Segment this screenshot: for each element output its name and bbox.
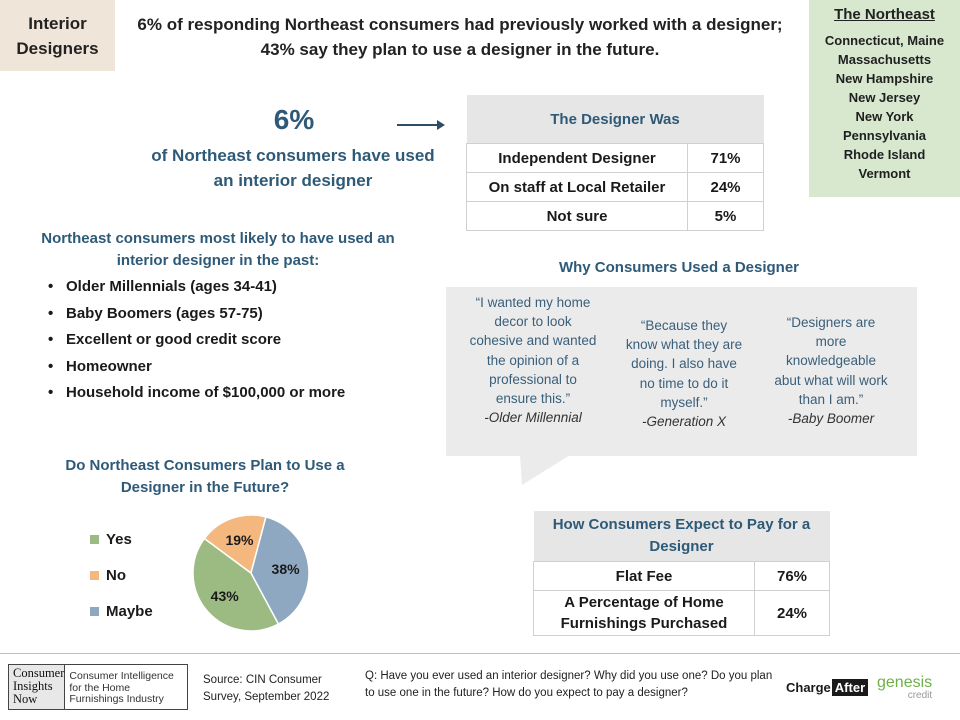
pie-data-label: 38% xyxy=(272,561,301,577)
region-state: Pennsylvania xyxy=(842,128,927,143)
quote-3: “Designers are more knowledgeable abut w… xyxy=(772,313,890,428)
legend-swatch xyxy=(90,570,99,580)
region-state: Vermont xyxy=(858,166,911,181)
list-item: • Older Millennials (ages 34-41) xyxy=(48,274,345,301)
table-cell-label: Not sure xyxy=(466,201,688,231)
pie-data-label: 43% xyxy=(211,588,240,604)
bullet-icon: • xyxy=(48,384,54,401)
legend-swatch xyxy=(90,534,99,544)
pay-table: How Consumers Expect to Pay for a Design… xyxy=(533,511,830,636)
quote-author: -Baby Boomer xyxy=(787,411,875,427)
pie-slice-yes xyxy=(192,537,280,632)
region-state: New York xyxy=(855,109,914,124)
section-tag-line1: Interior xyxy=(28,13,87,33)
stat-text: of Northeast consumers have used an inte… xyxy=(151,146,435,190)
table-cell-label: Flat Fee xyxy=(533,561,755,591)
region-state: New Jersey xyxy=(848,90,921,105)
table-row: Not sure 5% xyxy=(466,201,764,231)
why-title: Why Consumers Used a Designer xyxy=(558,259,800,276)
quote-text: “Designers are more knowledgeable abut w… xyxy=(774,315,888,407)
bullet-icon: • xyxy=(48,304,54,322)
quote-callout: “I wanted my home decor to look cohesive… xyxy=(446,287,917,485)
footer-divider xyxy=(0,653,960,654)
list-item: • Excellent or good credit score xyxy=(48,327,345,354)
chargeafter-logo: Charge After xyxy=(786,679,869,696)
region-title: The Northeast xyxy=(834,6,935,23)
section-tag: Interior Designers xyxy=(0,0,115,71)
table-cell-label: Independent Designer xyxy=(466,143,688,173)
legend-item: Maybe xyxy=(90,593,153,629)
region-state-list: Connecticut, Maine Massachusetts New Ham… xyxy=(809,31,960,183)
quote-2: “Because they know what they are doing. … xyxy=(624,316,744,431)
list-item-text: Older Millennials (ages 34-41) xyxy=(66,278,277,295)
table-cell-label: A Percentage of Home Furnishings Purchas… xyxy=(533,590,755,636)
list-item-text: Homeowner xyxy=(66,357,152,375)
survey-question: Q: Have you ever used an interior design… xyxy=(365,670,773,699)
legend-item: Yes xyxy=(90,521,153,557)
pay-title: How Consumers Expect to Pay for a Design… xyxy=(533,511,830,562)
bullet-icon: • xyxy=(48,331,54,348)
bullet-icon: • xyxy=(48,357,54,375)
logo-tagline: Consumer Intelligence for the Home Furni… xyxy=(69,670,174,705)
chargeafter-logo-b: After xyxy=(831,679,869,696)
pie-chart: 43% 19% 38% xyxy=(192,514,310,632)
pie-slice-maybe xyxy=(250,516,310,626)
table-row: On staff at Local Retailer 24% xyxy=(466,172,764,202)
table-row: Flat Fee 76% xyxy=(533,561,830,591)
cin-logo: Consumer Insights Now Consumer Intellige… xyxy=(8,664,188,710)
chart-title: Do Northeast Consumers Plan to Use a Des… xyxy=(65,457,345,496)
headline: 6% of responding Northeast consumers had… xyxy=(137,15,783,59)
table-cell-value: 5% xyxy=(687,201,764,231)
table-row: A Percentage of Home Furnishings Purchas… xyxy=(533,590,830,636)
table-cell-value: 76% xyxy=(754,561,830,591)
quote-1: “I wanted my home decor to look cohesive… xyxy=(468,293,598,427)
chargeafter-logo-a: Charge xyxy=(786,680,831,695)
table-cell-label: On staff at Local Retailer xyxy=(466,172,688,202)
legend-label: Yes xyxy=(106,530,132,548)
chart-legend: Yes No Maybe xyxy=(90,521,153,629)
legend-label: Maybe xyxy=(106,602,153,620)
region-state: Rhode Island xyxy=(843,147,926,162)
table-cell-value: 24% xyxy=(754,590,830,636)
region-state: Massachusetts xyxy=(837,52,932,67)
designer-was-table: The Designer Was Independent Designer 71… xyxy=(466,95,764,231)
region-state: Connecticut, Maine xyxy=(824,33,945,48)
legend-item: No xyxy=(90,557,153,593)
region-box: The Northeast Connecticut, Maine Massach… xyxy=(809,0,960,197)
quote-text: “Because they know what they are doing. … xyxy=(625,318,743,410)
list-item-text: Baby Boomers (ages 57-75) xyxy=(66,304,263,322)
genesis-logo-a: genesis xyxy=(877,674,933,691)
legend-swatch xyxy=(90,606,99,616)
region-state: New Hampshire xyxy=(835,71,934,86)
quote-text: “I wanted my home decor to look cohesive… xyxy=(469,295,597,407)
bullet-icon: • xyxy=(48,278,54,295)
table-row: Independent Designer 71% xyxy=(466,143,764,173)
list-item: • Baby Boomers (ages 57-75) xyxy=(48,301,345,328)
likely-list: • Older Millennials (ages 34-41) • Baby Bo… xyxy=(48,274,345,407)
list-item: • Homeowner xyxy=(48,354,345,381)
quote-author: -Generation X xyxy=(641,414,727,430)
table-cell-value: 71% xyxy=(687,143,764,173)
likely-title: Northeast consumers most likely to have … xyxy=(41,230,395,269)
callout-tail-icon xyxy=(520,455,570,485)
quote-author: -Older Millennial xyxy=(484,410,582,426)
pie-data-label: 19% xyxy=(225,532,254,548)
source-note: Source: CIN Consumer Survey, September 2… xyxy=(203,674,330,703)
legend-label: No xyxy=(106,566,126,584)
list-item-text: Excellent or good credit score xyxy=(66,331,282,348)
list-item: • Household income of $100,000 or more xyxy=(48,380,345,407)
designer-was-title: The Designer Was xyxy=(466,95,764,144)
list-item-text: Household income of $100,000 or more xyxy=(66,384,346,401)
table-cell-value: 24% xyxy=(687,172,764,202)
genesis-logo-b: credit xyxy=(907,690,933,701)
logo-wordmark: Consumer Insights Now xyxy=(9,665,66,709)
pie-slice-no xyxy=(203,514,267,575)
genesis-logo: genesis credit xyxy=(877,675,932,701)
section-tag-line2: Designers xyxy=(16,38,99,58)
arrow-right-icon xyxy=(397,120,445,130)
stat-value: 6% xyxy=(273,104,315,135)
